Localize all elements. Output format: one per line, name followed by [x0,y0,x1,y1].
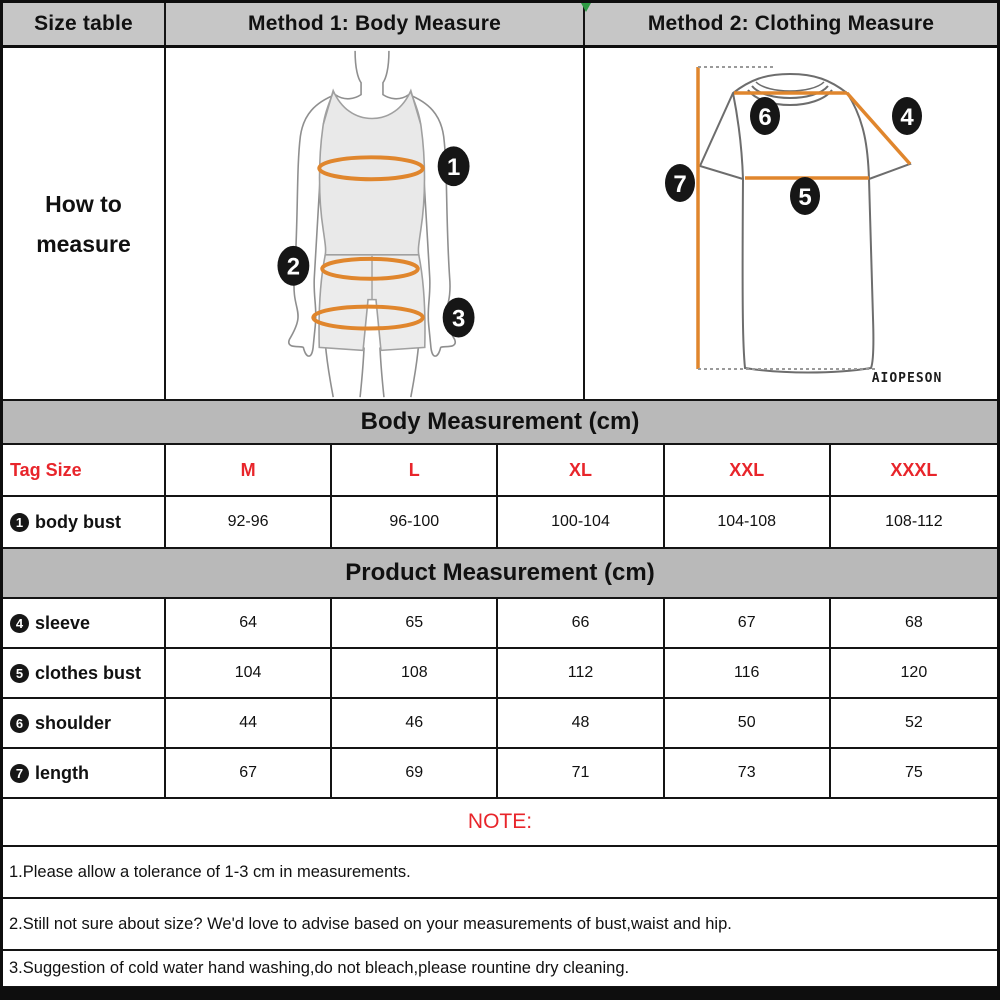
size-col-xl: XL [498,445,665,495]
badge-4-number: 4 [900,104,914,131]
clothes-bust-xxl: 116 [665,649,831,697]
length-label: length [35,762,89,783]
circled-number-4: 4 [10,613,29,633]
badge-3: 3 [442,297,475,338]
shoulder-label-cell: 6 shoulder [3,699,166,747]
size-col-xxl: XXL [665,445,831,495]
illustration-row: How to measure [3,48,997,401]
size-col-xxxl: XXXL [890,459,938,480]
how-to-measure-line1: How to [45,190,122,217]
circled-number-1: 1 [10,512,29,532]
length-m: 67 [166,749,333,797]
tag-size-label: Tag Size [3,445,166,495]
how-to-measure-cell: How to measure [3,48,166,399]
body-bust-m: 92-96 [166,497,333,547]
clothes-bust-label-cell: 5 clothes bust [3,649,166,697]
sleeve-xxxl: 68 [904,614,923,631]
body-measure-illustration: 1 2 3 [166,48,585,399]
size-col-m: M [166,445,333,495]
sleeve-row: 4 sleeve 64 65 66 67 68 [3,599,997,649]
note-title-row: NOTE: [3,799,997,847]
badge-2: 2 [277,245,310,286]
body-bust-row: 1 body bust 92-96 96-100 100-104 104-108… [3,497,997,549]
badge-5: 5 [790,177,820,215]
body-bust-xxxl: 108-112 [885,513,943,530]
how-to-measure-line2: measure [36,230,131,257]
body-measurement-section-bar: Body Measurement (cm) [3,401,997,445]
size-table-title: Size table [3,3,166,45]
note-1-text: 1.Please allow a tolerance of 1-3 cm in … [9,862,411,881]
product-measurement-section-bar: Product Measurement (cm) [3,549,997,599]
note-2-text: 2.Still not sure about size? We'd love t… [9,914,732,933]
length-row: 7 length 67 69 71 73 75 [3,749,997,799]
length-l: 69 [332,749,499,797]
sleeve-xl: 66 [498,599,665,647]
note-row-1: 1.Please allow a tolerance of 1-3 cm in … [3,847,997,899]
shoulder-row: 6 shoulder 44 46 48 50 52 [3,699,997,749]
bust-tape [317,155,425,182]
size-col-l: L [332,445,499,495]
method1-title: Method 1: Body Measure [166,3,585,45]
sleeve-label: sleeve [35,612,91,633]
shoulder-xxxl: 52 [904,714,923,731]
clothing-measure-illustration: 6 4 7 5 AIOPESON [585,48,997,399]
hip-tape [311,304,425,331]
badge-2-number: 2 [287,254,300,281]
length-xxl: 73 [665,749,831,797]
body-bust-xxl: 104-108 [665,497,831,547]
badge-4: 4 [892,97,922,135]
body-figure-drawing: 1 2 3 [277,50,475,398]
note-3-text: 3.Suggestion of cold water hand washing,… [9,959,630,977]
sleeve-l: 65 [332,599,499,647]
badge-3-number: 3 [452,306,465,333]
clothes-bust-label: clothes bust [35,662,142,683]
clothes-bust-xl: 112 [498,649,665,697]
length-xl: 71 [498,749,665,797]
clothes-bust-l: 108 [332,649,499,697]
body-measurement-title: Body Measurement (cm) [360,408,640,435]
shoulder-xxl: 50 [665,699,831,747]
product-measurement-title: Product Measurement (cm) [345,559,655,586]
circled-number-6: 6 [10,713,29,733]
sleeve-line [845,91,912,166]
badge-5-number: 5 [798,184,811,211]
note-title: NOTE: [467,810,533,833]
brand-text: AIOPESON [872,371,943,386]
body-bust-label: body bust [35,511,121,532]
note-row-2: 2.Still not sure about size? We'd love t… [3,899,997,951]
badge-1-number: 1 [447,154,460,181]
clothes-bust-xxxl: 120 [900,664,928,681]
shoulder-xl: 48 [498,699,665,747]
clothes-bust-m: 104 [166,649,333,697]
clothes-bust-row: 5 clothes bust 104 108 112 116 120 [3,649,997,699]
body-bust-l: 96-100 [332,497,499,547]
bottom-border-bar [0,987,1000,1000]
length-label-cell: 7 length [3,749,166,797]
tshirt-drawing: 6 4 7 5 AIOPESON [665,66,943,386]
length-xxxl: 75 [904,764,923,781]
body-bust-label-cell: 1 body bust [3,497,166,547]
body-bust-xl: 100-104 [498,497,665,547]
circled-number-5: 5 [10,663,29,683]
badge-7-number: 7 [673,171,686,198]
green-pixel-artifact [581,3,591,12]
shoulder-m: 44 [166,699,333,747]
note-row-3: 3.Suggestion of cold water hand washing,… [3,951,997,988]
sleeve-label-cell: 4 sleeve [3,599,166,647]
method2-title: Method 2: Clothing Measure [647,12,935,35]
sleeve-m: 64 [166,599,333,647]
shoulder-l: 46 [332,699,499,747]
waist-tape [320,256,420,281]
badge-1: 1 [437,146,470,187]
badge-6: 6 [750,97,780,135]
table-header-row: Size table Method 1: Body Measure Method… [3,3,997,48]
badge-6-number: 6 [758,104,771,131]
circled-number-7: 7 [10,763,29,783]
shoulder-label: shoulder [35,712,112,733]
badge-7: 7 [665,164,695,202]
sleeve-xxl: 67 [665,599,831,647]
size-header-row: Tag Size M L XL XXL XXXL [3,445,997,497]
